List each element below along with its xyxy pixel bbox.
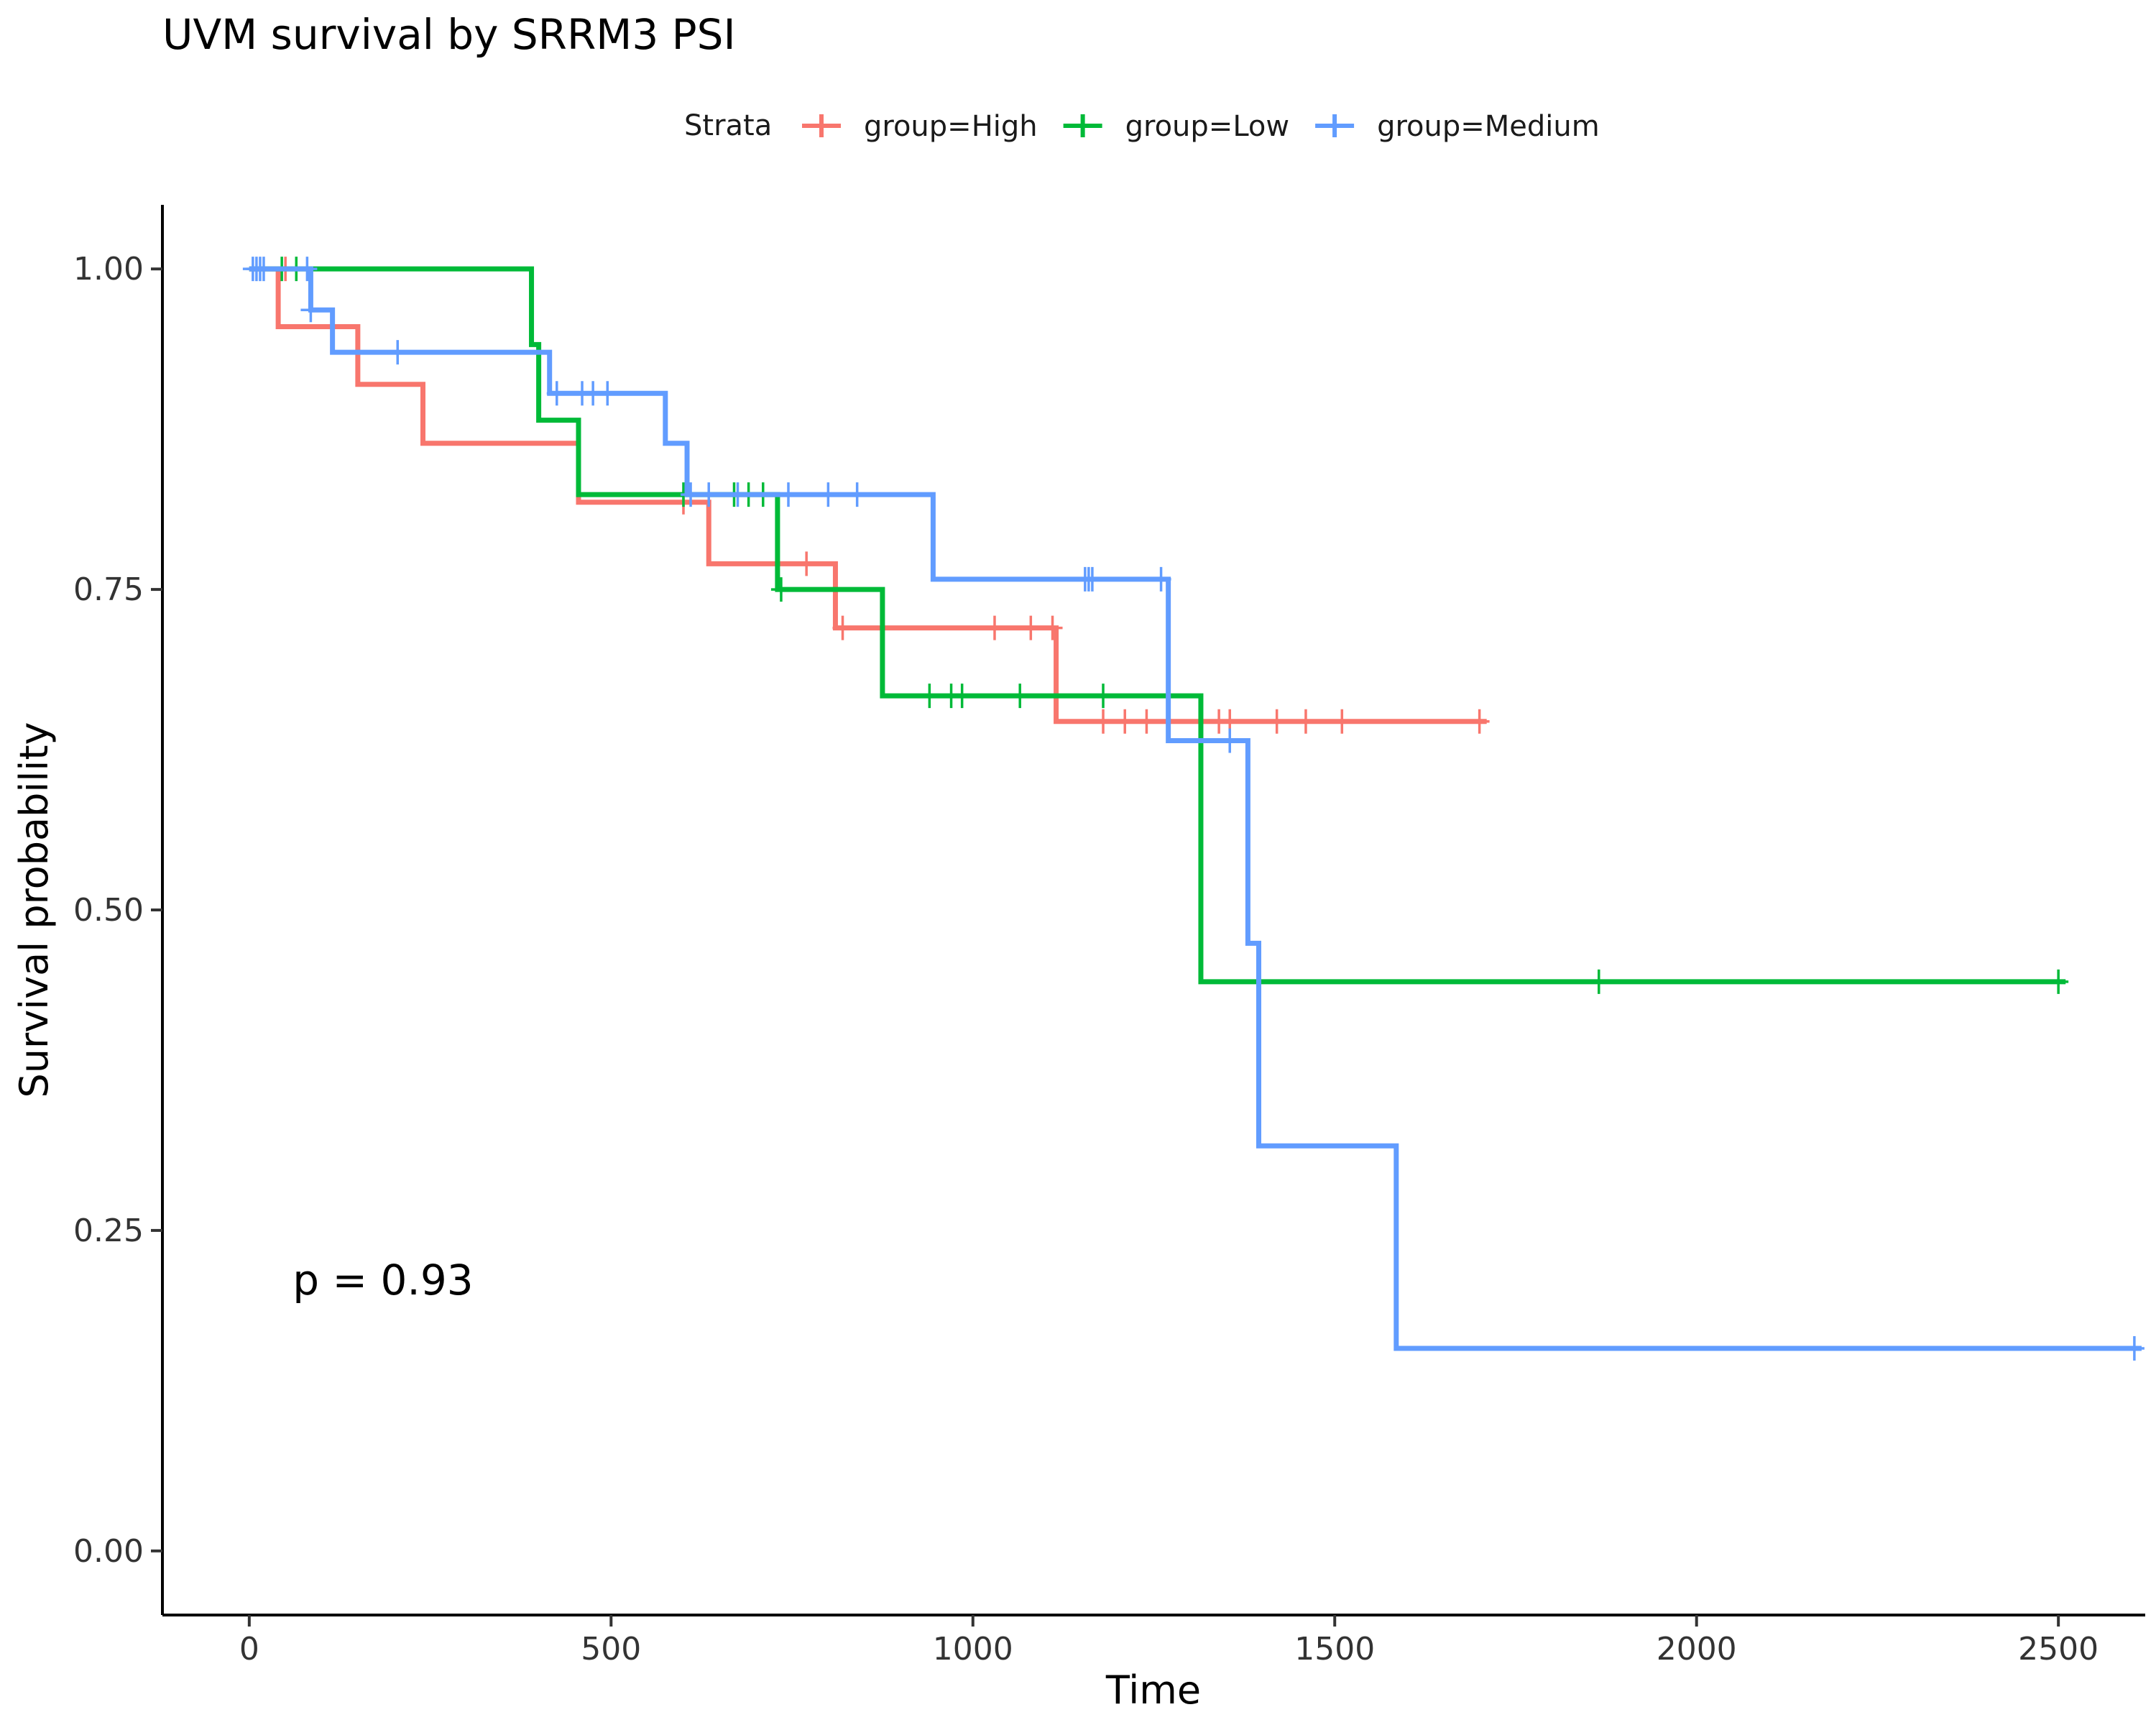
legend-title: Strata: [684, 109, 772, 142]
legend-label: group=Medium: [1377, 110, 1600, 143]
legend: Strata group=High group=Low group=Medium: [684, 109, 1600, 143]
censor-mark: [1093, 709, 1114, 734]
censor-mark: [818, 482, 839, 507]
censor-mark: [796, 551, 817, 576]
censor-mark: [1093, 684, 1114, 709]
censor-mark: [1010, 684, 1031, 709]
censor-mark: [1082, 566, 1102, 592]
censor-mark: [2048, 969, 2069, 994]
legend-label: group=High: [864, 110, 1038, 143]
series-line: [249, 266, 2066, 985]
legend-entry: group=Low: [1063, 110, 1289, 143]
censor-mark: [1469, 709, 1490, 734]
censor-mark: [952, 684, 972, 709]
censor-mark: [597, 381, 618, 406]
censor-mark: [1136, 709, 1157, 734]
chart-title: UVM survival by SRRM3 PSI: [162, 10, 736, 59]
censor-mark: [919, 684, 940, 709]
censor-mark: [984, 615, 1005, 640]
series-3: [242, 257, 2145, 1361]
y-tick-label: 1.00: [73, 251, 144, 288]
censor-mark: [1151, 566, 1171, 592]
censor-mark: [1021, 615, 1041, 640]
legend-entry: group=High: [802, 110, 1038, 143]
series-2: [249, 257, 2069, 994]
x-tick-label: 500: [581, 1631, 641, 1668]
legend-key: [1063, 114, 1102, 137]
x-tick-label: 1500: [1294, 1631, 1375, 1668]
y-axis-label: Survival probability: [11, 722, 57, 1098]
censor-mark: [300, 298, 321, 323]
censor-mark: [727, 482, 748, 507]
p-value-annotation: p = 0.93: [292, 1256, 473, 1305]
censor-mark: [546, 381, 567, 406]
censor-mark: [778, 482, 798, 507]
series-layer: [242, 257, 2145, 1361]
censor-mark: [387, 340, 408, 365]
x-tick-label: 2000: [1657, 1631, 1737, 1668]
censor-mark: [1332, 709, 1353, 734]
censor-mark: [1266, 709, 1287, 734]
y-tick-label: 0.50: [73, 892, 144, 929]
legend-label: group=Low: [1125, 110, 1289, 143]
censor-mark: [832, 615, 853, 640]
x-axis-ticks: 0 500 1000 1500 2000 2500: [239, 1615, 2099, 1668]
x-tick-label: 0: [239, 1631, 259, 1668]
y-tick-label: 0.25: [73, 1213, 144, 1249]
censor-mark: [297, 257, 318, 282]
censor-mark: [1220, 728, 1240, 753]
censor-mark: [1588, 969, 1609, 994]
x-tick-label: 2500: [2018, 1631, 2099, 1668]
censor-mark: [1295, 709, 1316, 734]
legend-key: [802, 114, 841, 137]
y-axis-ticks: 0.00 0.25 0.50 0.75 1.00: [73, 251, 162, 1570]
legend-key: [1315, 114, 1355, 137]
legend-entry: group=Medium: [1315, 110, 1600, 143]
censor-mark: [1115, 709, 1135, 734]
censor-mark: [770, 577, 791, 602]
series-line: [249, 266, 2142, 1351]
x-axis-label: Time: [1105, 1668, 1201, 1713]
plot-area: 0 500 1000 1500 2000 2500 0.00 0.25 0.50 0.75 1.0…: [73, 205, 2145, 1668]
censor-mark: [2124, 1336, 2145, 1361]
y-tick-label: 0.75: [73, 571, 144, 608]
censor-mark: [1042, 615, 1063, 640]
censor-mark: [847, 482, 867, 507]
y-tick-label: 0.00: [73, 1533, 144, 1570]
censor-mark: [253, 257, 274, 282]
legend-entries: group=High group=Low group=Medium: [802, 110, 1600, 143]
censor-mark: [681, 482, 701, 507]
x-tick-label: 1000: [933, 1631, 1013, 1668]
censor-mark: [699, 482, 719, 507]
